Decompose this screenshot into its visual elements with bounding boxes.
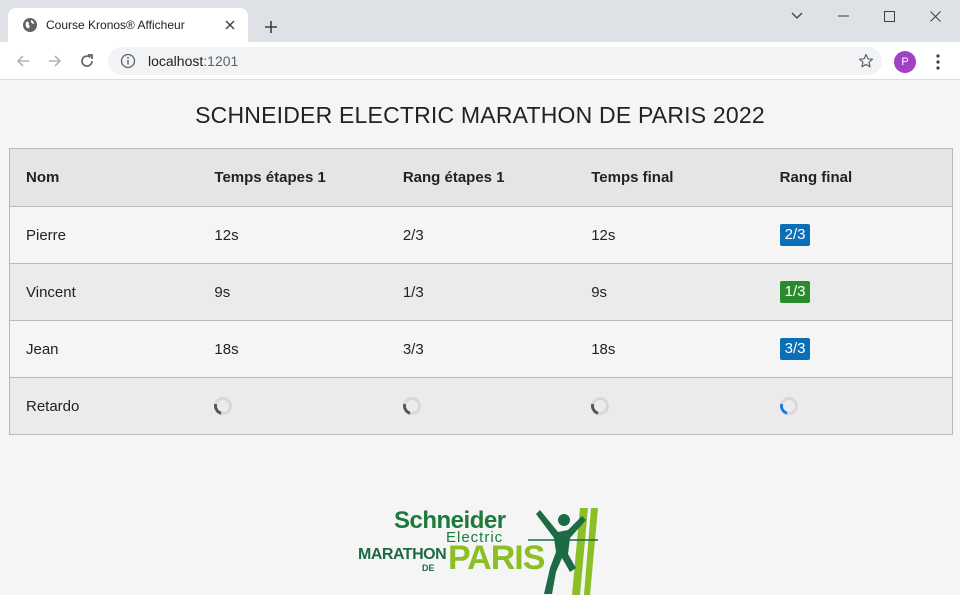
stage-time: 18s (214, 340, 239, 358)
results-table: Nom Temps étapes 1 Rang étapes 1 Temps f… (9, 148, 953, 435)
page-title: SCHNEIDER ELECTRIC MARATHON DE PARIS 202… (195, 102, 765, 128)
runner-name: Pierre (26, 226, 67, 244)
loading-spinner-icon (211, 393, 236, 419)
bookmark-star-icon[interactable] (858, 53, 874, 69)
table-row: Jean 18s 3/3 18s 3/3 (10, 320, 952, 377)
back-button[interactable] (11, 49, 35, 73)
stage-rank-loading (387, 393, 575, 419)
close-window-button[interactable] (912, 0, 958, 32)
final-rank-badge: 1/3 (779, 281, 811, 303)
maximize-button[interactable] (866, 0, 912, 32)
table-row: Vincent 9s 1/3 9s 1/3 (10, 263, 952, 320)
runner-name: Jean (26, 340, 59, 358)
reload-button[interactable] (75, 49, 99, 73)
tab-title: Course Kronos® Afficheur (46, 18, 185, 32)
table-header-row: Nom Temps étapes 1 Rang étapes 1 Temps f… (10, 149, 952, 206)
runner-name: Vincent (26, 283, 76, 301)
url-text: localhost:1201 (148, 53, 239, 69)
table-row: Retardo (10, 377, 952, 434)
final-rank-loading (764, 393, 952, 419)
stage-rank: 3/3 (402, 340, 424, 358)
logo-electric-text: Electric (446, 529, 504, 546)
address-bar[interactable]: localhost:1201 (108, 47, 882, 75)
profile-avatar[interactable]: P (894, 51, 916, 73)
forward-button[interactable] (43, 49, 67, 73)
loading-spinner-icon (776, 393, 801, 419)
runner-icon (528, 508, 598, 595)
logo-de-text: DE (422, 563, 435, 573)
final-rank-badge: 3/3 (779, 338, 811, 360)
loading-spinner-icon (587, 393, 613, 419)
stage-time-loading (198, 393, 386, 419)
table-row: Pierre 12s 2/3 12s 2/3 (10, 206, 952, 263)
final-rank-cell: 2/3 (764, 224, 952, 246)
final-rank-cell: 3/3 (764, 338, 952, 360)
header-stage-time: Temps étapes 1 (214, 169, 326, 186)
final-rank-cell: 1/3 (764, 281, 952, 303)
stage-rank: 2/3 (402, 226, 424, 244)
header-final-rank: Rang final (779, 169, 853, 186)
final-time-loading (575, 393, 763, 419)
tab-search-icon[interactable] (774, 0, 820, 32)
marathon-logo: Schneider Electric MARATHON DE PARIS (358, 506, 608, 595)
header-name: Nom (26, 169, 60, 186)
site-info-icon[interactable] (120, 53, 136, 69)
browser-toolbar: localhost:1201 P (0, 42, 960, 80)
header-final-time: Temps final (591, 169, 674, 186)
more-menu-icon[interactable] (928, 51, 948, 73)
stage-time: 12s (214, 226, 239, 244)
stage-rank: 1/3 (402, 283, 424, 301)
new-tab-button[interactable] (258, 14, 284, 40)
minimize-button[interactable] (820, 0, 866, 32)
final-time: 12s (591, 226, 616, 244)
final-rank-badge: 2/3 (779, 224, 811, 246)
header-stage-rank: Rang étapes 1 (402, 169, 505, 186)
final-time: 18s (591, 340, 616, 358)
tab-strip: Course Kronos® Afficheur (0, 0, 960, 42)
logo-paris-text: PARIS (448, 539, 545, 577)
runner-name: Retardo (26, 397, 80, 415)
loading-spinner-icon (399, 393, 425, 419)
close-tab-icon[interactable] (222, 17, 238, 33)
stage-time: 9s (214, 283, 231, 301)
globe-icon (22, 17, 38, 33)
final-time: 9s (591, 283, 608, 301)
logo-marathon-text: MARATHON (358, 546, 447, 563)
logo-schneider-text: Schneider (394, 507, 506, 534)
browser-tab[interactable]: Course Kronos® Afficheur (8, 8, 248, 42)
